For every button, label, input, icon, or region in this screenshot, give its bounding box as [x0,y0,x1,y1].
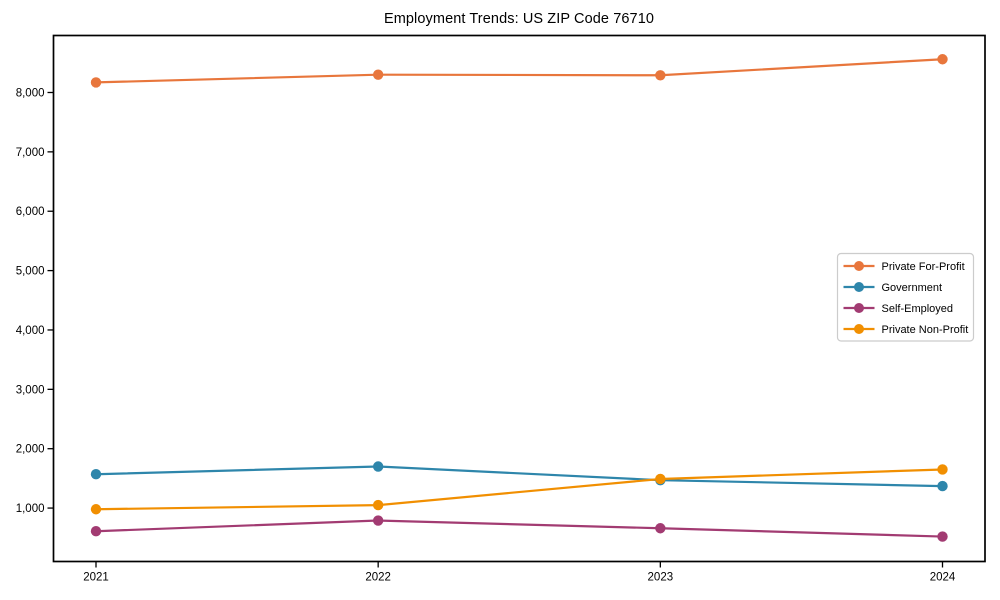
series-line [95,465,943,488]
data-point-marker [372,69,384,80]
data-point-marker [937,464,948,475]
x-tick-label: 2022 [365,572,391,584]
data-point-marker [937,54,948,65]
data-point-marker [655,523,666,534]
legend-marker [854,282,864,292]
y-tick-label: 4,000 [16,325,45,337]
y-tick-label: 2,000 [16,444,45,456]
series-line [95,58,943,84]
y-tick-label: 3,000 [16,384,45,396]
plot-frame [52,34,986,563]
legend-entry-label: Private Non-Profit [882,324,969,336]
data-point-marker [372,499,384,511]
data-point-marker [90,77,102,88]
data-point-marker [372,461,384,472]
x-tick-label: 2023 [648,572,674,584]
data-point-marker [90,504,102,515]
series-line [95,468,943,511]
legend-entry-label: Self-Employed [882,303,954,315]
x-tick-label: 2024 [930,572,956,584]
data-point-marker [372,515,384,526]
data-point-marker [90,526,102,537]
y-tick-label: 8,000 [16,87,45,99]
legend-entry-label: Private For-Profit [882,261,965,273]
y-tick-label: 5,000 [16,266,45,278]
data-point-marker [937,480,948,492]
data-point-marker [655,473,666,485]
x-tick-label: 2021 [83,572,109,584]
data-point-marker [90,469,102,480]
legend-marker [854,324,864,334]
series-line [95,519,943,538]
legend-box [836,252,975,342]
data-point-marker [937,531,948,542]
y-tick-label: 6,000 [16,206,45,218]
y-tick-label: 1,000 [16,503,45,515]
data-point-marker [655,70,666,81]
legend-entry-label: Government [882,282,943,294]
chart-title: Employment Trends: US ZIP Code 76710 [383,11,655,27]
legend-marker [854,261,864,271]
y-tick-label: 7,000 [16,147,45,159]
legend-marker [854,303,864,313]
